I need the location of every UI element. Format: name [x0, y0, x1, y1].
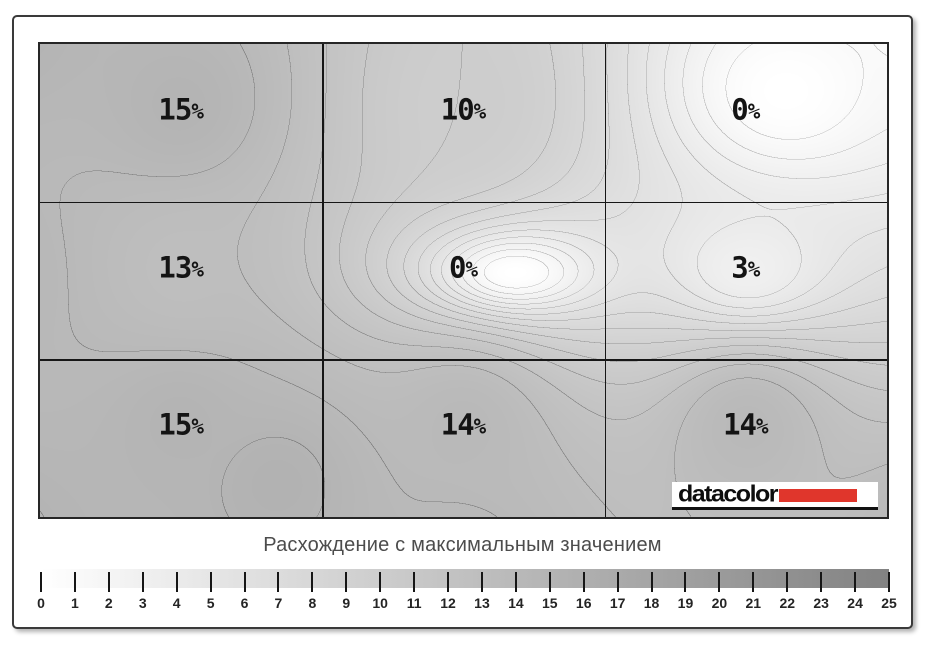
colorbar-tick [175, 572, 178, 592]
colorbar-tick-label: 15 [542, 595, 558, 611]
contour-plot: 15% 10% 0% 13% 0% 3% 15% 14% 14% datacolor [38, 42, 889, 519]
colorbar-tick-label: 23 [813, 595, 829, 611]
cell-value-label: 14% [723, 407, 769, 442]
grid-line-vertical-2 [604, 44, 607, 517]
cell-value-label: 15% [158, 92, 204, 127]
colorbar-tick-label: 3 [138, 595, 147, 611]
colorbar-tick [820, 572, 823, 592]
colorbar-tick [209, 572, 212, 592]
colorbar-tick [243, 572, 246, 592]
colorbar-tick [752, 572, 755, 592]
colorbar-tick-label: 5 [206, 595, 215, 611]
colorbar-tick [548, 572, 551, 592]
colorbar-tick [345, 572, 348, 592]
colorbar-tick-label: 10 [372, 595, 388, 611]
cell-value-label: 10% [440, 92, 487, 127]
cell-value-label: 0% [731, 92, 761, 127]
percent-sign: % [747, 257, 761, 281]
colorbar-tick-label: 7 [274, 595, 283, 611]
percent-sign: % [747, 99, 761, 124]
colorbar-tick-label: 8 [308, 595, 317, 611]
cell-value-label: 0% [448, 250, 479, 284]
colorbar-tick-label: 0 [37, 595, 45, 611]
colorbar-tick-label: 13 [474, 595, 490, 611]
colorbar-tick-label: 1 [71, 595, 79, 611]
datacolor-logo: datacolor [672, 482, 878, 510]
colorbar-tick [480, 572, 483, 592]
colorbar-tick-label: 20 [711, 595, 728, 611]
colorbar-tick [73, 572, 76, 592]
percent-sign: % [191, 414, 204, 439]
colorbar-tick-label: 16 [575, 595, 592, 611]
colorbar-tick-label: 12 [440, 595, 456, 611]
cell-value-label: 3% [731, 250, 761, 284]
colorbar-tick-label: 22 [779, 595, 796, 611]
percent-sign: % [756, 414, 769, 439]
colorbar-tick [582, 572, 585, 592]
colorbar-tick [854, 572, 857, 592]
colorbar-gradient [41, 569, 889, 588]
cell-value-label: 13% [158, 250, 204, 284]
report-frame: 15% 10% 0% 13% 0% 3% 15% 14% 14% datacolor Расхо… [12, 15, 913, 629]
grid-line-vertical-1 [322, 44, 324, 517]
colorbar: 0 1 2 3 4 5 6 7 8 9 10 11 12 13 14 15 16 17 18 19 20 21 22 23 24… [37, 569, 897, 611]
colorbar-tick [413, 572, 416, 592]
colorbar-tick [277, 572, 280, 592]
colorbar-tick-label: 4 [172, 595, 181, 611]
colorbar-tick [650, 572, 653, 592]
colorbar-tick-label: 21 [745, 595, 762, 611]
colorbar-tick-label: 25 [881, 595, 897, 611]
percent-sign: % [473, 99, 487, 124]
colorbar-tick [786, 572, 789, 592]
colorbar-title: Расхождение с максимальным значением [263, 534, 662, 556]
colorbar-tick [311, 572, 314, 592]
colorbar-tick [684, 572, 687, 592]
datacolor-logo-red-bar [779, 489, 858, 502]
percent-sign: % [191, 99, 204, 124]
colorbar-tick [141, 572, 144, 592]
datacolor-logo-text: datacolor [678, 480, 779, 507]
percent-sign: % [465, 257, 479, 281]
colorbar-tick-label: 17 [609, 595, 626, 611]
colorbar-tick-label: 19 [677, 595, 694, 611]
colorbar-tick-label: 24 [847, 595, 863, 611]
colorbar-tick [447, 572, 450, 592]
cell-value-label: 15% [158, 407, 204, 442]
colorbar-tick [379, 572, 382, 592]
colorbar-tick [888, 572, 890, 592]
colorbar-tick-label: 14 [508, 595, 524, 611]
colorbar-tick-label: 9 [342, 595, 351, 611]
grid-line-horizontal-2 [40, 359, 887, 361]
colorbar-tick-label: 11 [406, 595, 422, 611]
percent-sign: % [473, 414, 487, 439]
contour-field-canvas [40, 44, 887, 517]
grid-line-horizontal-1 [40, 201, 887, 204]
colorbar-tick-label: 18 [643, 595, 660, 611]
cell-value-label: 14% [440, 407, 487, 442]
colorbar-tick [107, 572, 110, 592]
colorbar-tick [718, 572, 721, 592]
colorbar-tick-label: 6 [240, 595, 249, 611]
colorbar-tick-label: 2 [104, 595, 113, 611]
colorbar-tick [40, 572, 42, 592]
percent-sign: % [191, 257, 204, 281]
colorbar-tick [514, 572, 517, 592]
colorbar-tick [616, 572, 619, 592]
